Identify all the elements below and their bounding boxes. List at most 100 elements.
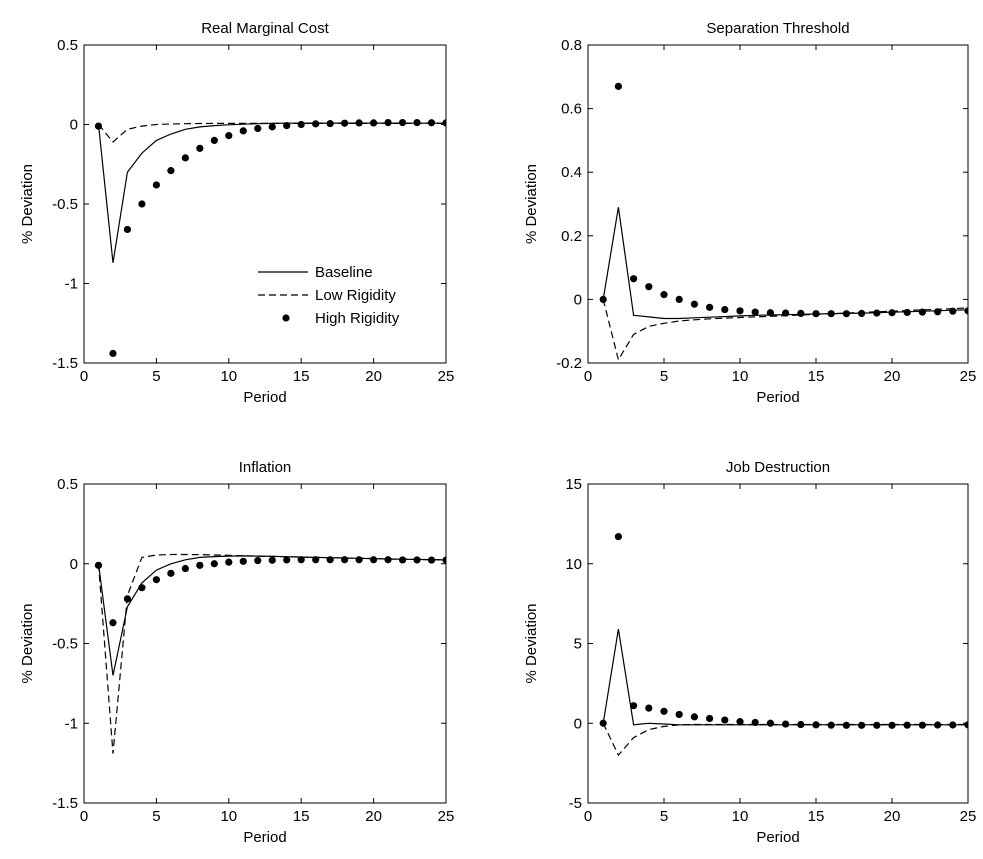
high-rigidity-point — [384, 118, 392, 127]
high-rigidity-point — [630, 275, 638, 283]
y-tick-label: 0.8 — [561, 37, 582, 54]
x-tick-label: 15 — [808, 368, 825, 385]
series-group — [94, 553, 446, 754]
high-rigidity-point — [312, 120, 320, 128]
high-rigidity-point — [427, 119, 436, 127]
high-rigidity-point — [442, 556, 446, 564]
high-rigidity-point — [812, 310, 820, 318]
high-rigidity-point — [370, 119, 378, 127]
high-rigidity-point — [210, 560, 218, 568]
high-rigidity-point — [297, 120, 305, 129]
high-rigidity-point — [283, 556, 291, 564]
baseline-line — [602, 207, 968, 320]
x-tick-label: 10 — [220, 368, 237, 385]
x-tick-label: 5 — [660, 368, 668, 385]
x-axis-label: Period — [756, 389, 799, 406]
high-rigidity-point — [239, 127, 247, 135]
y-tick-label: 0.4 — [561, 164, 582, 181]
high-rigidity-point — [297, 556, 305, 564]
chart-title: Inflation — [239, 459, 292, 476]
series-group — [599, 82, 968, 362]
high-rigidity-point — [706, 714, 714, 723]
legend-label: Low Rigidity — [315, 287, 396, 304]
y-tick-label: 0.6 — [561, 101, 582, 118]
high-rigidity-point — [413, 118, 421, 127]
x-tick-label: 5 — [152, 808, 160, 825]
high-rigidity-point — [181, 564, 189, 573]
high-rigidity-point — [123, 595, 132, 603]
y-axis-label: % Deviation — [523, 164, 540, 244]
legend-label: Baseline — [315, 264, 373, 281]
high-rigidity-point — [384, 556, 392, 564]
high-rigidity-point — [690, 713, 699, 721]
x-tick-label: 5 — [660, 808, 668, 825]
high-rigidity-point — [934, 308, 942, 316]
y-tick-label: 0 — [574, 715, 582, 732]
high-rigidity-point — [225, 132, 233, 140]
x-axis-label: Period — [756, 829, 799, 846]
plot-frame — [83, 483, 447, 804]
y-axis-label: % Deviation — [19, 164, 36, 244]
y-tick-label: -1.5 — [52, 795, 78, 812]
high-rigidity-point — [312, 556, 320, 564]
y-tick-label: 0 — [574, 291, 582, 308]
high-rigidity-point — [797, 309, 805, 317]
high-rigidity-point — [721, 716, 729, 724]
x-tick-label: 0 — [584, 808, 592, 825]
x-tick-label: 25 — [438, 368, 455, 385]
high-rigidity-point — [225, 558, 233, 566]
high-rigidity-point — [660, 291, 668, 299]
x-tick-label: 0 — [80, 808, 88, 825]
high-rigidity-point — [94, 122, 103, 130]
chart-title: Real Marginal Cost — [201, 20, 329, 37]
high-rigidity-point — [964, 721, 968, 729]
high-rigidity-point — [138, 200, 146, 208]
high-rigidity-point — [599, 719, 607, 727]
x-tick-label: 20 — [365, 808, 382, 825]
high-rigidity-point — [873, 309, 881, 317]
y-tick-label: 0.5 — [57, 37, 78, 54]
high-rigidity-point — [413, 556, 421, 564]
high-rigidity-point — [341, 556, 349, 564]
high-rigidity-point — [721, 305, 729, 314]
high-rigidity-point — [326, 119, 334, 128]
high-rigidity-point — [268, 123, 276, 131]
x-tick-label: 15 — [808, 808, 825, 825]
y-tick-label: 5 — [574, 636, 582, 653]
high-rigidity-point — [873, 721, 881, 729]
y-tick-label: -1 — [65, 715, 78, 732]
y-tick-label: 15 — [565, 476, 582, 493]
low-rigidity-line — [602, 723, 968, 757]
high-rigidity-point — [858, 721, 866, 729]
high-rigidity-point — [842, 310, 851, 318]
high-rigidity-point — [196, 561, 204, 569]
x-tick-label: 0 — [80, 368, 88, 385]
x-tick-label: 25 — [438, 808, 455, 825]
high-rigidity-point — [766, 719, 775, 727]
high-rigidity-point — [645, 283, 653, 291]
high-rigidity-point — [903, 308, 911, 317]
high-rigidity-point — [690, 300, 699, 308]
x-tick-label: 10 — [220, 808, 237, 825]
high-rigidity-point — [949, 307, 957, 315]
high-rigidity-point — [254, 556, 262, 565]
y-tick-label: 0.2 — [561, 228, 582, 245]
high-rigidity-point — [888, 309, 896, 317]
high-rigidity-point — [326, 556, 334, 564]
high-rigidity-point — [283, 122, 291, 130]
high-rigidity-point — [751, 308, 759, 316]
x-tick-label: 0 — [584, 368, 592, 385]
high-rigidity-point — [210, 136, 218, 144]
high-rigidity-point — [138, 584, 146, 592]
high-rigidity-point — [614, 533, 623, 541]
high-rigidity-point — [614, 82, 623, 90]
high-rigidity-point — [167, 167, 175, 175]
legend: Baseline Low Rigidity High Rigidity — [258, 264, 400, 327]
y-tick-label: 0 — [70, 556, 78, 573]
high-rigidity-point — [797, 720, 805, 729]
high-rigidity-point — [398, 556, 407, 564]
high-rigidity-point — [782, 309, 790, 317]
